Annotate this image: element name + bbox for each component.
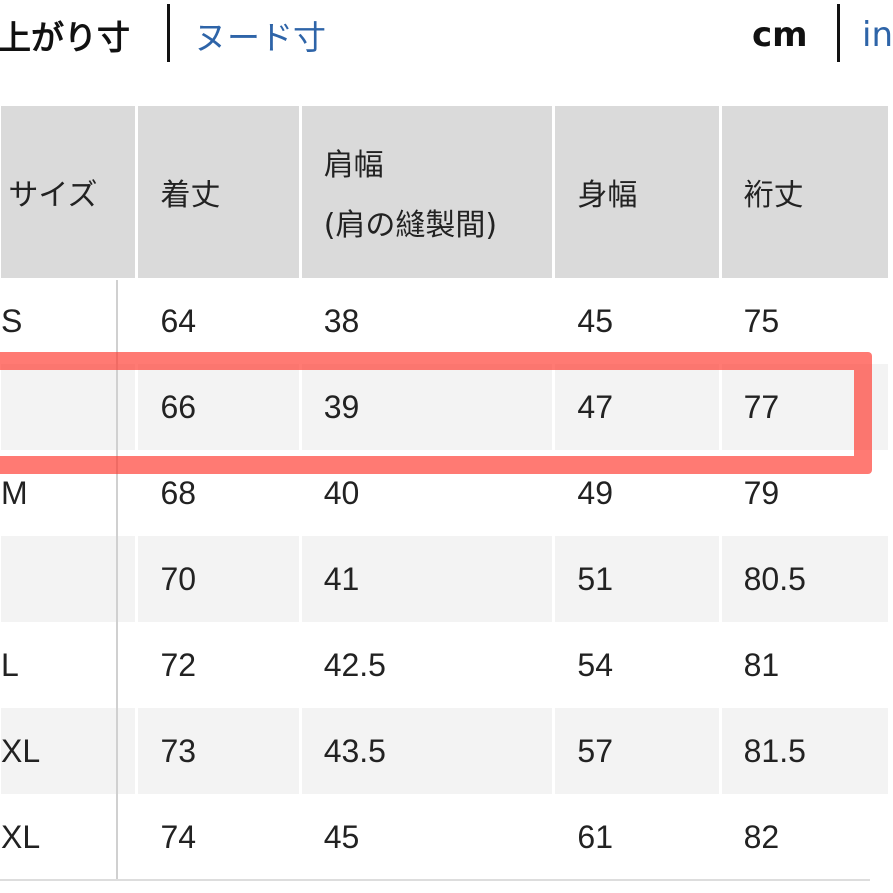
header-shoulder: 肩幅 (肩の縫製間)	[301, 106, 553, 278]
measurement-cell: 70	[138, 536, 299, 622]
measurement-cell: 54	[577, 646, 613, 683]
table-row: M 68 40 49 79	[1, 450, 888, 536]
header-chest: 身幅	[555, 106, 719, 278]
table-row: XL 73 43.5 57 81.5	[1, 708, 888, 794]
column-divider	[116, 280, 118, 880]
table-row: L 72 42.5 54 81	[1, 622, 888, 708]
measurement-cell: 38	[323, 302, 360, 339]
header-shoulder-note: (肩の縫製間)	[323, 208, 498, 243]
size-table: サイズ 着丈 肩幅 (肩の縫製間) 身幅 裄丈 S 64 38 45 75 66 39 47 77…	[0, 106, 891, 880]
unit-divider	[837, 4, 840, 62]
measurement-cell: 82	[743, 818, 780, 855]
unit-cm[interactable]: cm	[752, 15, 808, 55]
tab-finished-size[interactable]: 上がり寸	[0, 18, 130, 57]
header-size: サイズ	[1, 106, 136, 278]
header-shoulder-label: 肩幅	[323, 148, 384, 183]
measurement-cell: 39	[301, 364, 553, 450]
size-cell: L	[1, 646, 19, 683]
measurement-cell: 80.5	[721, 536, 888, 622]
measurement-cell: 45	[323, 818, 360, 855]
table-header-row: サイズ 着丈 肩幅 (肩の縫製間) 身幅 裄丈	[1, 106, 888, 278]
measurement-cell: 51	[555, 536, 719, 622]
size-cell: XL	[1, 708, 136, 794]
measurement-cell: 40	[323, 474, 360, 511]
table-bottom-border	[0, 879, 870, 881]
table-row: S 64 38 45 75	[1, 278, 888, 364]
table-row: 70 41 51 80.5	[1, 536, 888, 622]
table-row: 66 39 47 77	[1, 364, 888, 450]
measurement-cell: 74	[160, 818, 197, 855]
size-cell: S	[1, 302, 23, 339]
header-sleeve: 裄丈	[721, 106, 888, 278]
size-cell	[1, 364, 136, 450]
table-row: XL 74 45 61 82	[1, 794, 888, 880]
measurement-cell: 81	[743, 646, 780, 683]
size-cell: XL	[1, 818, 41, 855]
measurement-cell: 72	[160, 646, 197, 683]
measurement-cell: 42.5	[323, 646, 386, 683]
measurement-cell: 57	[555, 708, 719, 794]
tab-divider	[167, 4, 170, 62]
measurement-cell: 81.5	[721, 708, 888, 794]
measurement-cell: 41	[301, 536, 553, 622]
tab-body-size[interactable]: ヌード寸	[194, 18, 326, 57]
measurement-cell: 43.5	[301, 708, 553, 794]
measurement-cell: 47	[555, 364, 719, 450]
measurement-cell: 68	[160, 474, 197, 511]
size-cell	[1, 536, 136, 622]
measurement-cell: 75	[743, 302, 780, 339]
measurement-cell: 79	[743, 474, 780, 511]
measurement-cell: 66	[138, 364, 299, 450]
measurement-cell: 64	[160, 302, 197, 339]
size-cell: M	[1, 474, 28, 511]
highlight-box	[0, 352, 872, 474]
measurement-cell: 49	[577, 474, 613, 511]
header-length: 着丈	[138, 106, 299, 278]
measurement-cell: 61	[577, 818, 613, 855]
unit-inch[interactable]: in	[862, 15, 893, 55]
measurement-cell: 45	[577, 302, 613, 339]
measurement-cell: 73	[138, 708, 299, 794]
